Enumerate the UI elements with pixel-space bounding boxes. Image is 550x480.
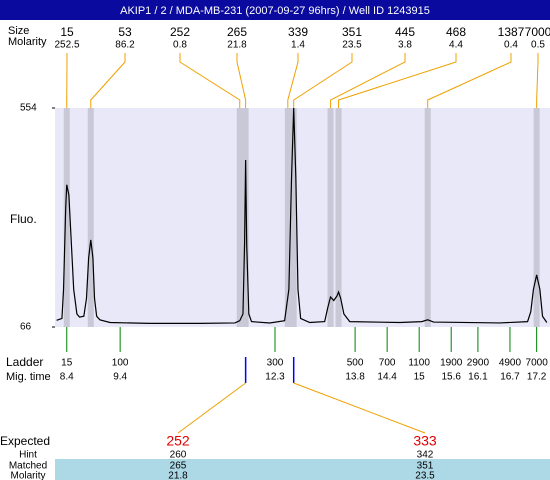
peak-molarity: 0.5 <box>531 40 545 51</box>
peak-size: 15 <box>60 25 74 39</box>
ladder-time: 12.3 <box>265 372 285 383</box>
peak-size: 53 <box>118 25 132 39</box>
expected-leader <box>177 382 246 434</box>
peak-leader <box>236 53 247 108</box>
ladder-time: 16.7 <box>500 372 520 383</box>
peak-header: Molarity <box>8 36 47 48</box>
peak-window <box>236 108 243 327</box>
peak-leader <box>287 53 299 108</box>
peak-window <box>242 108 249 327</box>
peak-molarity: 3.8 <box>398 40 412 51</box>
ladder-size: 700 <box>379 358 396 369</box>
ladder-size: 15 <box>61 358 73 369</box>
peak-molarity: 252.5 <box>54 40 79 51</box>
peak-window <box>424 108 431 327</box>
peak-size: 339 <box>288 25 308 39</box>
row-label: Molarity <box>10 471 45 480</box>
peak-leader <box>338 53 457 108</box>
peak-size: 252 <box>170 25 190 39</box>
ladder-label: Ladder <box>6 355 43 369</box>
time-label: Mig. time <box>6 371 51 383</box>
ladder-size: 1900 <box>440 358 463 369</box>
peak-size: 265 <box>227 25 247 39</box>
peak-leader <box>536 53 539 108</box>
peak-window <box>327 108 334 327</box>
expected-matched: 351 <box>417 461 434 472</box>
ladder-size: 1100 <box>408 358 430 369</box>
expected-expected: 333 <box>413 433 437 449</box>
ladder-time: 16.1 <box>468 372 488 383</box>
peak-window <box>284 108 291 327</box>
peak-molarity: 1.4 <box>291 40 305 51</box>
expected-hint: 260 <box>170 450 187 461</box>
expected-hint: 342 <box>417 450 434 461</box>
ladder-time: 8.4 <box>60 372 74 383</box>
peak-window <box>533 108 540 327</box>
peak-molarity: 0.4 <box>504 40 518 51</box>
peak-size: 351 <box>342 25 362 39</box>
peak-leader <box>427 53 512 108</box>
title-bar <box>0 0 550 20</box>
peak-leader <box>293 53 353 108</box>
peak-molarity: 21.8 <box>227 40 247 51</box>
peak-window <box>87 108 94 327</box>
peak-window <box>290 108 297 327</box>
ladder-time: 15.6 <box>441 372 461 383</box>
ladder-size: 500 <box>347 358 364 369</box>
peak-molarity: 23.5 <box>342 40 362 51</box>
ladder-size: 2900 <box>467 358 490 369</box>
peak-window <box>63 108 70 327</box>
row-label: Expected <box>0 434 50 448</box>
peak-window <box>335 108 342 327</box>
ladder-size: 7000 <box>526 358 549 369</box>
ladder-size: 300 <box>267 358 284 369</box>
peak-molarity: 0.8 <box>173 40 187 51</box>
ladder-time: 13.8 <box>345 372 365 383</box>
plot-area <box>55 108 550 327</box>
peak-leader <box>179 53 241 108</box>
row-label: Hint <box>19 450 37 461</box>
peak-header: Size <box>8 25 29 37</box>
row-label: Matched <box>9 461 47 472</box>
expected-matched: 265 <box>170 461 187 472</box>
peak-size: 1387 <box>498 25 525 39</box>
peak-leader <box>330 53 406 108</box>
expected-molarity: 21.8 <box>168 471 188 480</box>
peak-size: 445 <box>395 25 415 39</box>
peak-molarity: 4.4 <box>449 40 463 51</box>
peak-leader <box>90 53 126 108</box>
ladder-size: 100 <box>112 358 129 369</box>
expected-expected: 252 <box>166 433 190 449</box>
matched-band <box>55 459 550 480</box>
ladder-time: 9.4 <box>113 372 127 383</box>
trace <box>56 107 548 325</box>
peak-size: 468 <box>446 25 466 39</box>
peak-size: 7000 <box>525 25 550 39</box>
ladder-time: 17.2 <box>527 372 547 383</box>
y-tick-label: 554 <box>20 103 37 114</box>
ladder-size: 4900 <box>499 358 522 369</box>
chart-title: AKIP1 / 2 / MDA-MB-231 (2007-09-27 96hrs… <box>120 5 430 17</box>
expected-leader <box>293 382 426 434</box>
expected-molarity: 23.5 <box>415 471 435 480</box>
y-tick-label: 66 <box>20 322 32 333</box>
ladder-time: 14.4 <box>377 372 397 383</box>
y-axis-label: Fluo. <box>10 212 37 226</box>
peak-molarity: 86.2 <box>115 40 135 51</box>
ladder-time: 15 <box>414 372 426 383</box>
